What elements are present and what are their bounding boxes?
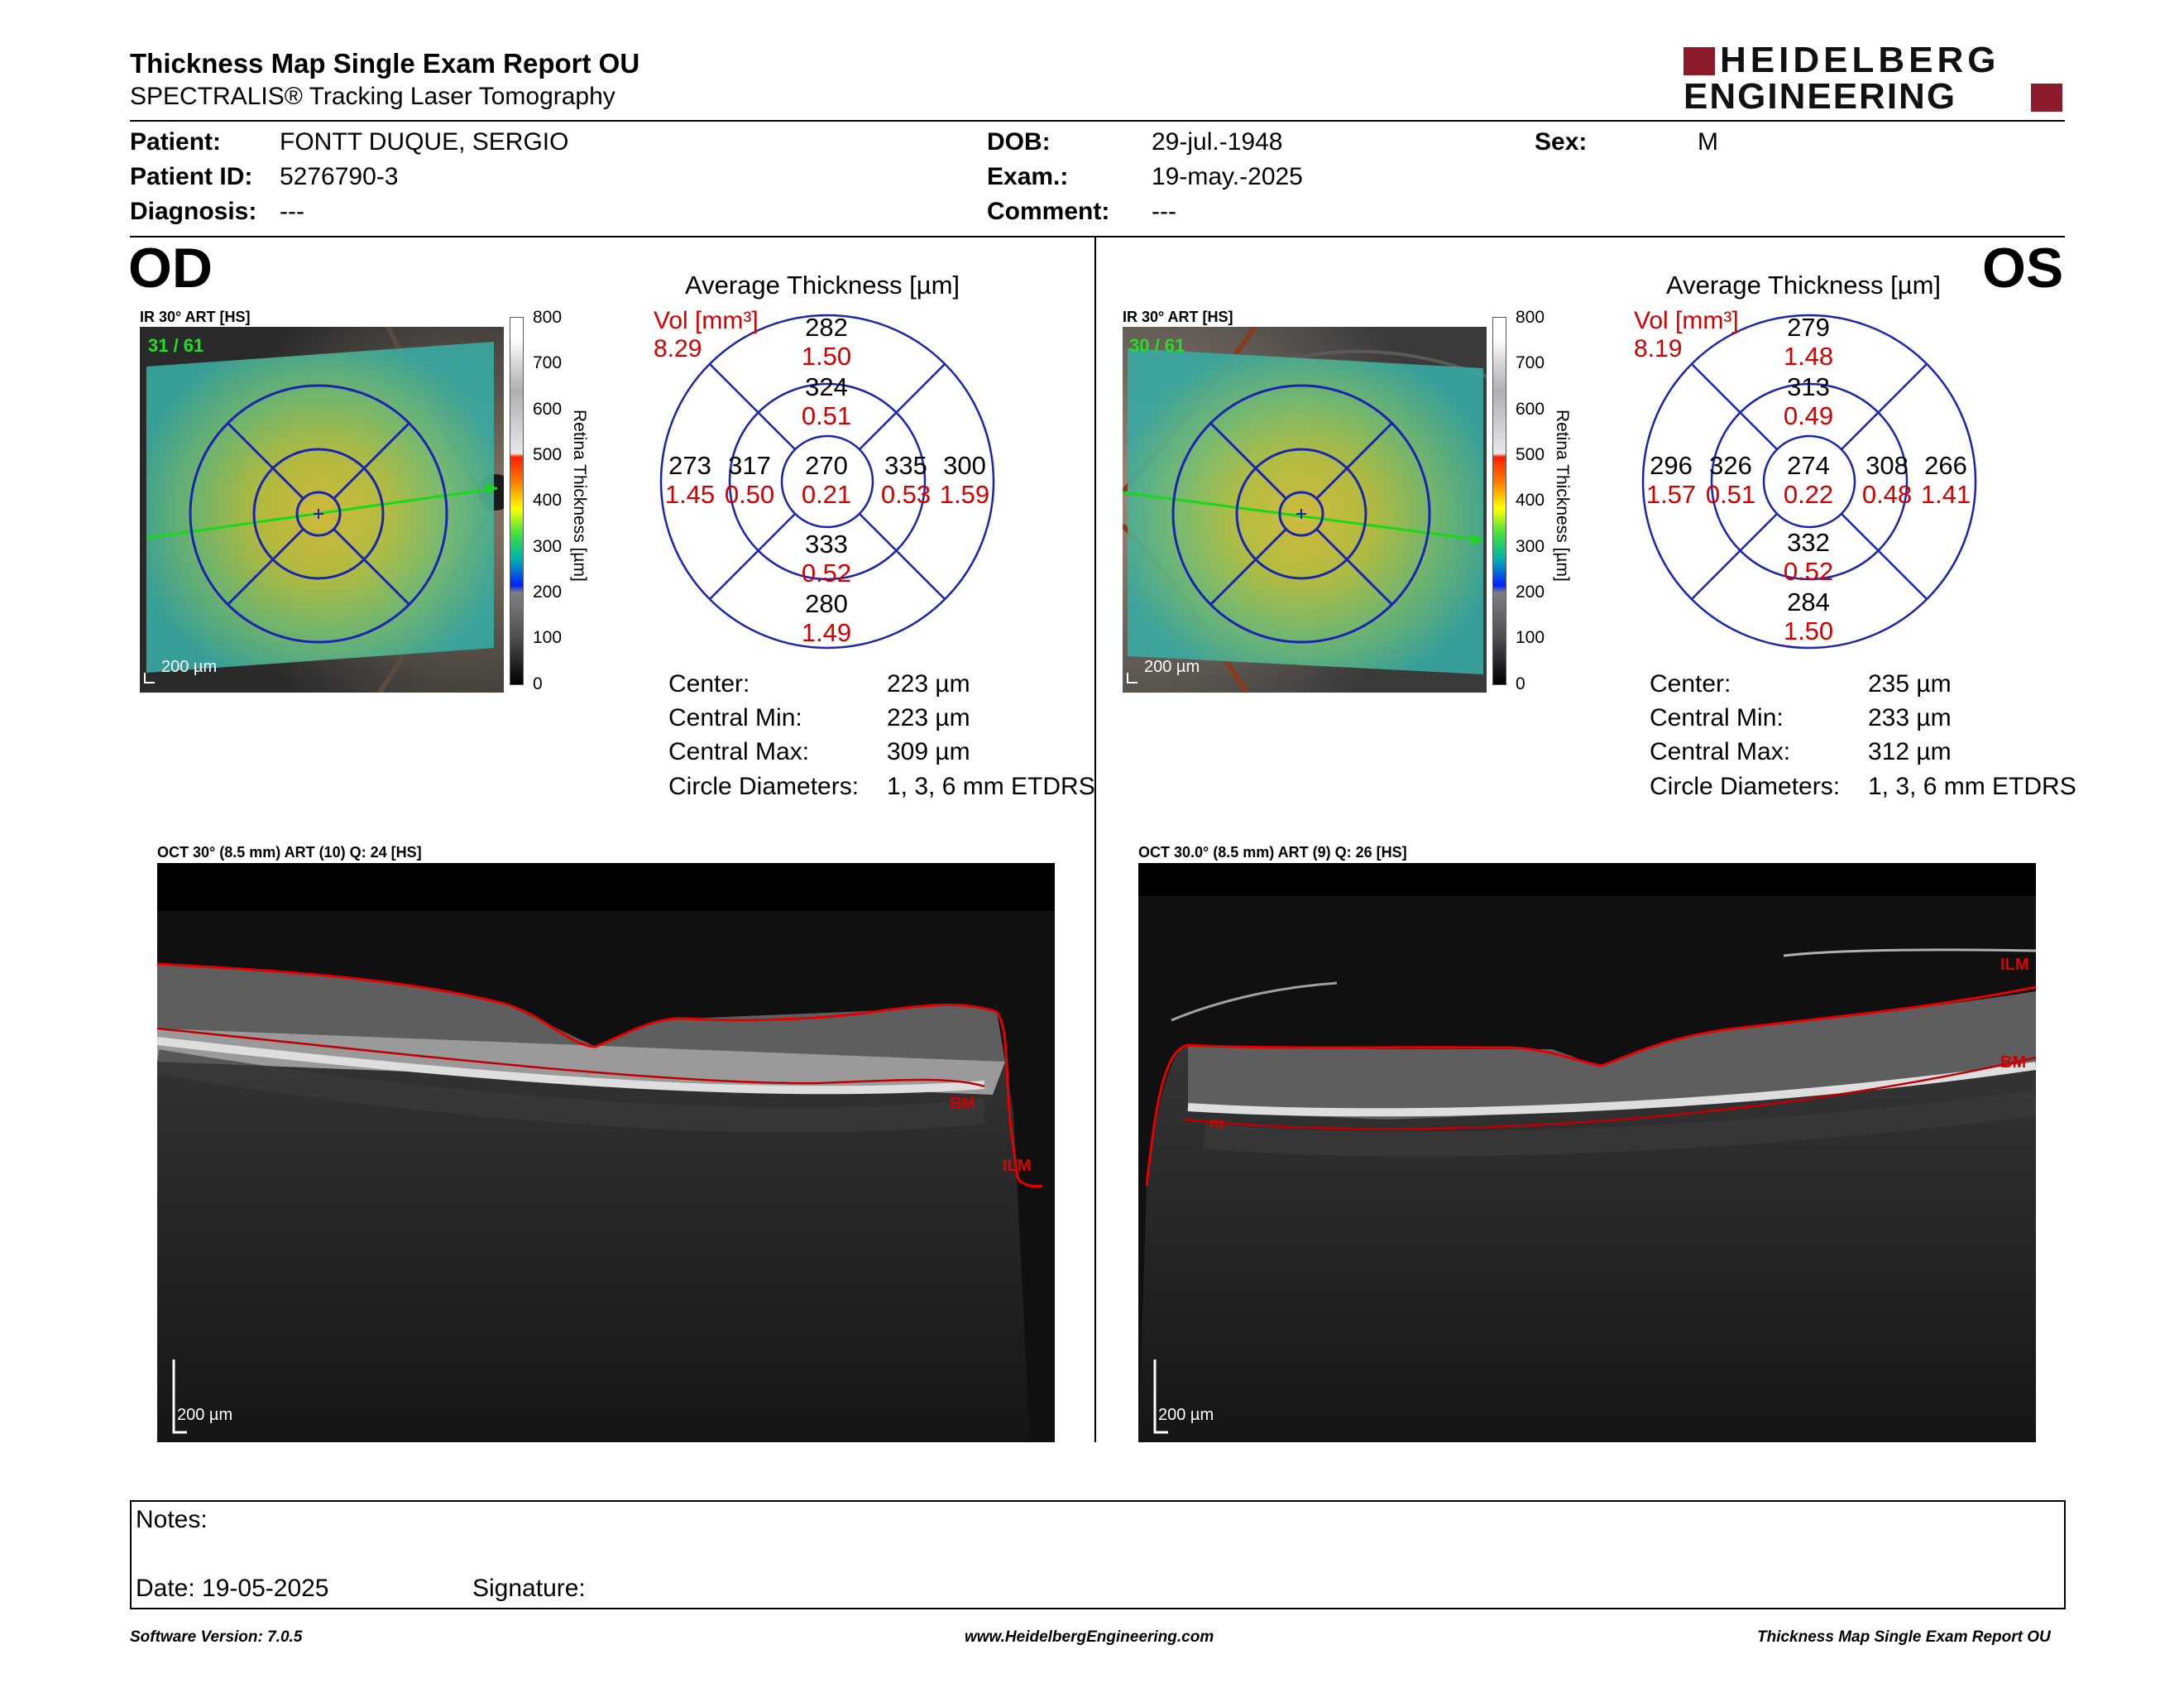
od-ilm-label: ILM (1003, 1157, 1032, 1175)
os-fundus-scale: 200 µm (1144, 658, 1200, 676)
od-oct-image: BM ILM 200 µm (157, 863, 1055, 1442)
od-vol-label: Vol [mm³] (654, 307, 759, 334)
os-colorbar-label: Retina Thickness [µm] (1553, 410, 1572, 582)
sex: M (1698, 128, 1718, 156)
os-colorbar (1492, 317, 1506, 685)
od-outer-bottom-thickness: 280 (805, 589, 848, 618)
os-m-label: m (1209, 1115, 1224, 1133)
os-oct-label: OCT 30.0° (8.5 mm) ART (9) Q: 26 [HS] (1138, 844, 1407, 861)
os-outer-left-volume: 1.57 (1645, 480, 1697, 509)
od-colorbar (510, 317, 524, 685)
od-inner-left-thickness: 317 (728, 451, 771, 480)
os-center-thickness: 274 (1787, 451, 1830, 480)
eye-label-os: OS (1982, 237, 2064, 300)
od-inner-right-thickness: 335 (884, 451, 927, 480)
od-fundus-scale: 200 µm (161, 658, 218, 676)
dob: 29-jul.-1948 (1152, 128, 1283, 156)
os-avg-title: Average Thickness [µm] (1666, 271, 1942, 300)
os-inner-top-thickness: 313 (1787, 372, 1830, 401)
os-inner-top-volume: 0.49 (1783, 401, 1834, 430)
od-outer-right-volume: 1.59 (939, 480, 990, 509)
os-oct-scale: 200 µm (1158, 1406, 1214, 1424)
od-center-thickness: 270 (805, 451, 848, 480)
report-title: Thickness Map Single Exam Report OU (130, 48, 640, 79)
os-vol-value: 8.19 (1634, 335, 1683, 362)
patient-id-label: Patient ID: (130, 163, 253, 190)
os-outer-right-volume: 1.41 (1920, 480, 1971, 509)
os-etdrs-grid (1641, 314, 1977, 650)
website-link[interactable]: www.HeidelbergEngineering.com (965, 1628, 1214, 1646)
os-bm-label: BM (2000, 1053, 2027, 1072)
os-inner-left-volume: 0.51 (1705, 480, 1756, 509)
od-bm-label: BM (950, 1095, 976, 1113)
od-fundus-label: IR 30° ART [HS] (140, 309, 251, 325)
exam-label: Exam.: (987, 163, 1069, 190)
od-inner-left-volume: 0.50 (724, 480, 775, 509)
notes-box[interactable]: Notes: Date: 19-05-2025 Signature: (130, 1500, 2066, 1609)
report-subtitle: SPECTRALIS® Tracking Laser Tomography (130, 83, 615, 110)
software-version: Software Version: 7.0.5 (130, 1628, 303, 1646)
od-oct-label: OCT 30° (8.5 mm) ART (10) Q: 24 [HS] (157, 844, 422, 861)
comment: --- (1152, 198, 1176, 225)
od-inner-top-thickness: 324 (805, 372, 848, 401)
od-outer-bottom-volume: 1.49 (801, 618, 852, 647)
date-label: Date: 19-05-2025 (136, 1575, 329, 1602)
od-outer-top-volume: 1.50 (801, 342, 852, 371)
os-outer-top-volume: 1.48 (1783, 342, 1834, 371)
od-oct-scale: 200 µm (177, 1406, 233, 1424)
os-inner-bottom-volume: 0.52 (1783, 557, 1834, 586)
od-inner-bottom-volume: 0.52 (801, 559, 852, 587)
dob-label: DOB: (987, 128, 1051, 156)
os-outer-left-thickness: 296 (1650, 451, 1693, 480)
signature-label: Signature: (472, 1575, 586, 1602)
od-fundus-image: 31 / 61 200 µm (140, 327, 504, 693)
od-inner-right-volume: 0.53 (880, 480, 932, 509)
od-colorbar-label: Retina Thickness [µm] (570, 410, 589, 582)
eye-label-od: OD (128, 237, 213, 300)
os-ilm-label: ILM (2000, 956, 2029, 974)
eye-divider (1094, 237, 1096, 1442)
diagnosis: --- (280, 198, 304, 225)
od-outer-right-thickness: 300 (943, 451, 986, 480)
od-quality: 31 / 61 (148, 335, 204, 356)
patient-name: FONTT DUQUE, SERGIO (280, 128, 569, 156)
company-logo: HEIDELBERG ENGINEERING (1684, 42, 2064, 116)
os-inner-right-thickness: 308 (1866, 451, 1909, 480)
od-outer-left-volume: 1.45 (664, 480, 716, 509)
diagnosis-label: Diagnosis: (130, 198, 257, 225)
sex-label: Sex: (1535, 128, 1588, 156)
os-vol-label: Vol [mm³] (1634, 307, 1739, 334)
footer-report-name: Thickness Map Single Exam Report OU (1757, 1628, 2051, 1646)
os-center-volume: 0.22 (1783, 480, 1834, 509)
exam-date: 19-may.-2025 (1152, 163, 1303, 190)
os-fundus-image: 30 / 61 200 µm (1123, 327, 1487, 693)
os-outer-right-thickness: 266 (1924, 451, 1967, 480)
patient-id: 5276790-3 (280, 163, 399, 190)
os-outer-top-thickness: 279 (1787, 313, 1830, 342)
os-outer-bottom-thickness: 284 (1787, 587, 1830, 616)
os-outer-bottom-volume: 1.50 (1783, 616, 1834, 645)
od-inner-top-volume: 0.51 (801, 401, 852, 430)
od-vol-value: 8.29 (654, 335, 702, 362)
os-quality: 30 / 61 (1129, 335, 1185, 356)
os-fundus-label: IR 30° ART [HS] (1123, 309, 1233, 325)
od-avg-title: Average Thickness [µm] (685, 271, 960, 300)
od-center-volume: 0.21 (801, 480, 852, 509)
patient-label: Patient: (130, 128, 222, 156)
od-outer-top-thickness: 282 (805, 313, 848, 342)
os-inner-right-volume: 0.48 (1861, 480, 1913, 509)
comment-label: Comment: (987, 198, 1110, 225)
od-etdrs-grid (659, 314, 995, 650)
os-inner-left-thickness: 326 (1709, 451, 1752, 480)
os-oct-image: ILM BM m 200 µm (1138, 863, 2036, 1442)
notes-label: Notes: (136, 1506, 208, 1533)
od-outer-left-thickness: 273 (668, 451, 711, 480)
od-inner-bottom-thickness: 333 (805, 530, 848, 559)
os-inner-bottom-thickness: 332 (1787, 528, 1830, 557)
